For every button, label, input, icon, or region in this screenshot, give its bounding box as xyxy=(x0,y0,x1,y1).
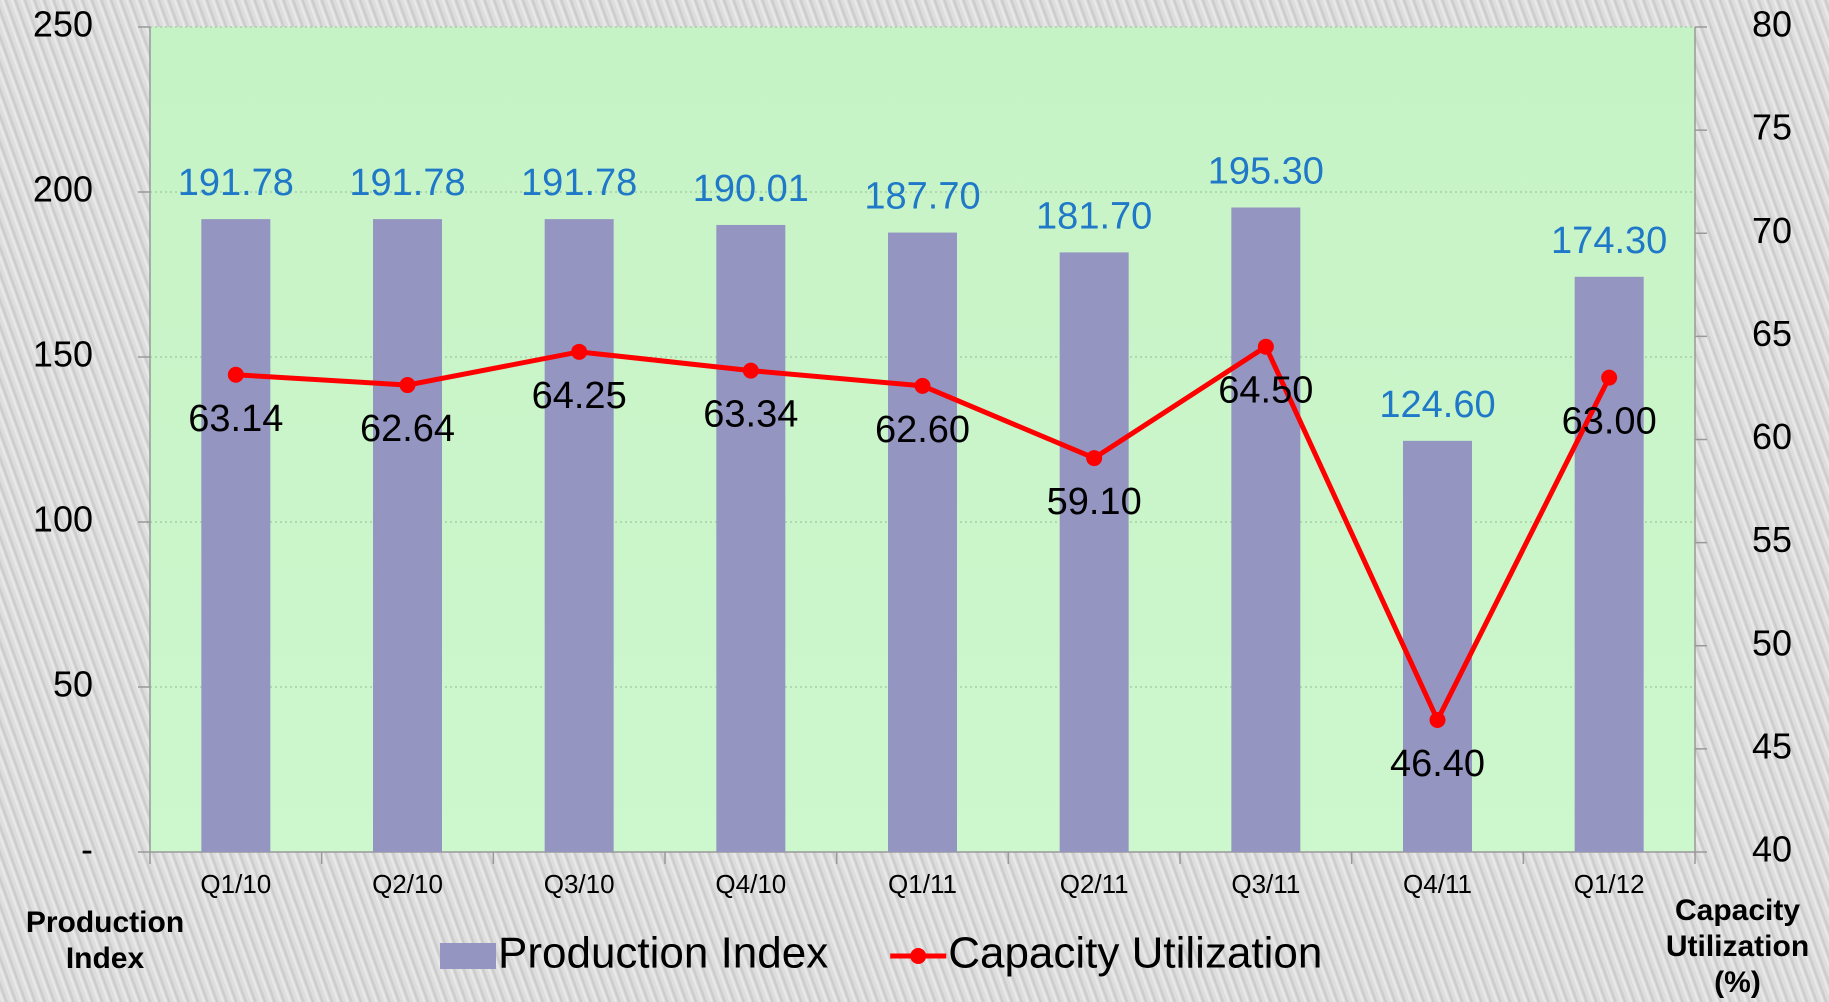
line-value-label: 63.00 xyxy=(1562,401,1657,443)
legend-label: Capacity Utilization xyxy=(948,929,1322,978)
y-tick-label: 100 xyxy=(33,499,93,540)
x-tick-label: Q3/11 xyxy=(1231,869,1300,899)
line-value-label: 46.40 xyxy=(1390,743,1485,785)
bar-value-label: 187.70 xyxy=(864,176,980,218)
line-point xyxy=(571,343,588,360)
y-axis-label: Production Index xyxy=(25,906,185,975)
bar xyxy=(1231,207,1301,852)
x-tick-label: Q4/10 xyxy=(715,869,786,899)
line-value-label: 62.60 xyxy=(875,409,970,451)
legend-swatch xyxy=(440,943,496,969)
x-tick-label: Q1/12 xyxy=(1574,869,1645,899)
bar xyxy=(201,219,271,853)
bar xyxy=(716,224,786,853)
line-point xyxy=(1429,712,1446,728)
line-point xyxy=(1601,369,1618,386)
bar xyxy=(373,219,442,853)
x-tick-label: Q1/11 xyxy=(888,869,957,899)
bar-value-label: 181.70 xyxy=(1036,195,1152,237)
y2-tick-label: 75 xyxy=(1752,107,1792,148)
x-tick-label: Q2/10 xyxy=(372,869,443,899)
y-tick-label: 150 xyxy=(33,334,93,375)
y2-tick-label: 65 xyxy=(1752,313,1792,354)
line-value-label: 62.64 xyxy=(360,408,455,450)
bar-value-label: 190.01 xyxy=(693,168,809,210)
bar-value-label: 174.30 xyxy=(1551,220,1667,262)
bar xyxy=(544,219,614,853)
line-point xyxy=(1086,450,1103,467)
line-point xyxy=(742,362,759,379)
y2-tick-label: 40 xyxy=(1752,829,1792,870)
line-point xyxy=(399,377,416,394)
line-value-label: 64.25 xyxy=(532,375,627,417)
y2-tick-label: 70 xyxy=(1752,210,1792,251)
legend-marker xyxy=(910,948,927,964)
line-point xyxy=(1257,338,1274,355)
line-value-label: 64.50 xyxy=(1218,370,1313,412)
bar-value-label: 191.78 xyxy=(349,162,465,204)
x-tick-label: Q2/11 xyxy=(1060,869,1129,899)
bar-value-label: 191.78 xyxy=(521,162,637,204)
bar-value-label: 191.78 xyxy=(178,162,294,204)
y2-axis-label: Capacity Utilization (%) xyxy=(1665,894,1810,999)
y-tick-label: 250 xyxy=(33,4,93,45)
line-point xyxy=(914,377,931,394)
line-value-label: 63.14 xyxy=(188,398,283,440)
bar xyxy=(1403,440,1472,852)
y-tick-label: 200 xyxy=(33,169,93,210)
y2-tick-label: 45 xyxy=(1752,725,1792,766)
y2-tick-label: 50 xyxy=(1752,622,1792,663)
bar xyxy=(1059,252,1129,852)
x-tick-label: Q1/10 xyxy=(200,869,271,899)
y-tick-label: 50 xyxy=(53,664,93,705)
line-value-label: 63.34 xyxy=(703,394,798,436)
bar-value-label: 124.60 xyxy=(1379,384,1495,426)
line-value-label: 59.10 xyxy=(1047,481,1142,523)
legend-label: Production Index xyxy=(498,929,828,978)
y2-tick-label: 60 xyxy=(1752,416,1792,457)
line-point xyxy=(227,366,244,383)
x-tick-label: Q3/10 xyxy=(544,869,615,899)
y2-tick-label: 80 xyxy=(1752,4,1792,45)
bar xyxy=(1574,276,1644,852)
y2-tick-label: 55 xyxy=(1752,519,1792,560)
y-tick-label: - xyxy=(81,829,93,870)
x-tick-label: Q4/11 xyxy=(1403,869,1472,899)
bar-value-label: 195.30 xyxy=(1208,151,1324,193)
bar xyxy=(888,232,957,853)
